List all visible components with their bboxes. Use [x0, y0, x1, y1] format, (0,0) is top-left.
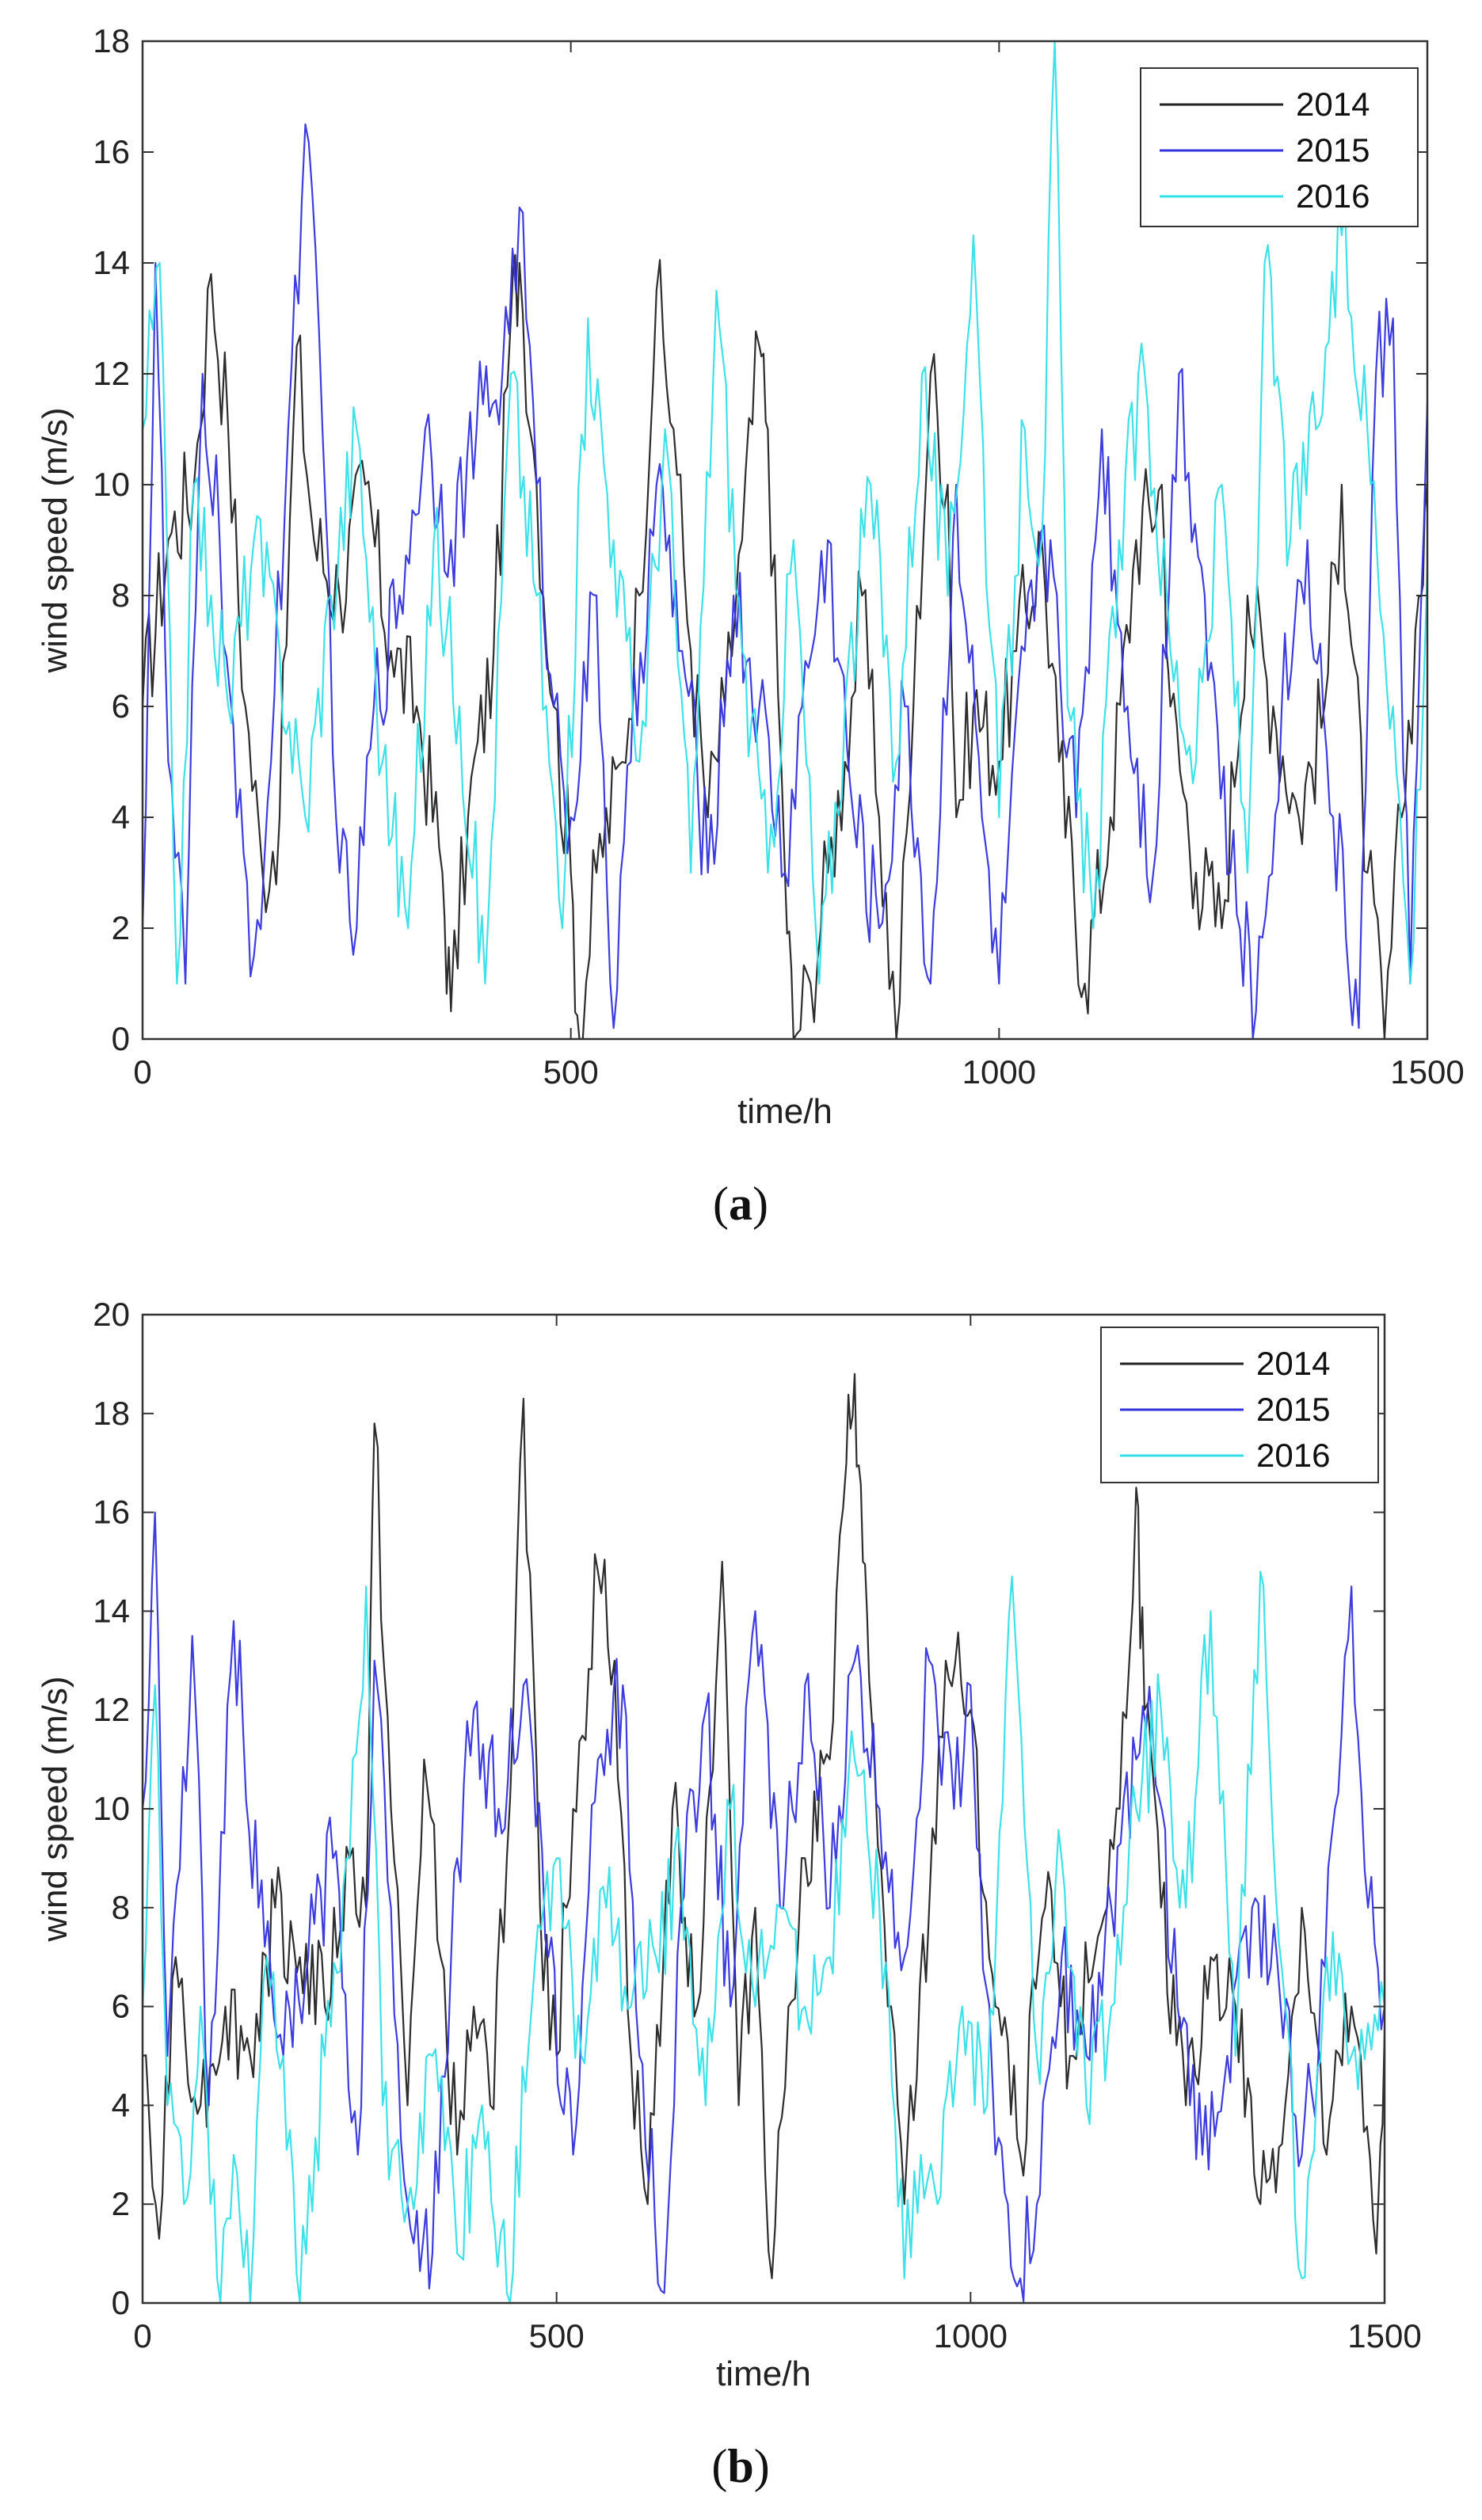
chart-b-caption: (b) — [711, 2440, 769, 2492]
chart-b-legend-label-2015: 2015 — [1256, 1391, 1330, 1428]
chart-b-caption-open-paren: ( — [711, 2440, 727, 2492]
chart-b-ytick-label: 20 — [93, 1296, 130, 1333]
chart-a-caption-letter: a — [729, 1178, 752, 1230]
chart-b-legend-label-2014: 2014 — [1256, 1345, 1330, 1382]
chart-a-series-2016-line — [143, 41, 1427, 985]
chart-b-xtick-label: 500 — [529, 2317, 585, 2354]
chart-panel-a: 0 2 4 6 8 10 12 14 16 18 0 500 1000 1500 time/h wind sp… — [36, 22, 1465, 1230]
chart-a-legend-label-2015: 2015 — [1296, 131, 1370, 169]
chart-a-xtick-label: 0 — [133, 1053, 151, 1091]
chart-a-ytick-label: 8 — [112, 577, 130, 614]
chart-b-series-2014-line — [143, 1372, 1385, 2279]
chart-a-xtick-label: 1000 — [962, 1053, 1036, 1091]
chart-b-ytick-label: 6 — [112, 1988, 130, 2025]
chart-b-ytick-label: 8 — [112, 1889, 130, 1926]
chart-b-series-2016-line — [143, 1570, 1385, 2303]
chart-a-series-2015-line — [143, 123, 1427, 1039]
chart-a-legend-box — [1140, 67, 1419, 227]
chart-a-svg: 0 2 4 6 8 10 12 14 16 18 0 500 1000 1500 time/h wind sp… — [36, 22, 1465, 1230]
chart-b-legend-label-2016: 2016 — [1256, 1437, 1330, 1474]
chart-b-legend-box — [1100, 1327, 1379, 1483]
chart-b-caption-close-paren: ) — [754, 2440, 770, 2492]
chart-a-xtick-label: 500 — [543, 1053, 599, 1091]
chart-b-xtick-label: 0 — [133, 2317, 151, 2354]
chart-a-ytick-label: 6 — [112, 687, 130, 725]
chart-a-ytick-label: 12 — [93, 355, 130, 392]
chart-b-ytick-label: 2 — [112, 2185, 130, 2222]
chart-a-legend-label-2016: 2016 — [1296, 177, 1370, 215]
chart-b-xtick-label: 1500 — [1347, 2317, 1421, 2354]
chart-b-ylabel: wind speed (m/s) — [36, 1676, 74, 1942]
chart-a-caption-close-paren: ) — [752, 1178, 768, 1230]
chart-a-ytick-label: 10 — [93, 466, 130, 503]
chart-a-ytick-label: 2 — [112, 909, 130, 946]
chart-b-ytick-label: 10 — [93, 1790, 130, 1827]
chart-b-svg: 0 2 4 6 8 10 12 14 16 18 20 0 500 1000 1500 time/h wind … — [36, 1296, 1422, 2492]
chart-a-caption-open-paren: ( — [713, 1178, 729, 1230]
chart-a-series-group — [143, 41, 1427, 1039]
chart-b-ytick-label: 14 — [93, 1592, 130, 1629]
chart-a-ytick-label: 18 — [93, 22, 130, 59]
chart-b-series-group — [143, 1372, 1385, 2303]
chart-b-series-2015-line — [143, 1511, 1385, 2302]
chart-panel-b: 0 2 4 6 8 10 12 14 16 18 20 0 500 1000 1500 time/h wind … — [0, 1267, 1482, 2520]
chart-a-legend-label-2014: 2014 — [1296, 86, 1370, 123]
chart-a-xtick-label: 1500 — [1390, 1053, 1464, 1091]
chart-a-caption: (a) — [713, 1178, 768, 1230]
chart-a-xlabel: time/h — [737, 1092, 832, 1131]
chart-a-axes-box — [141, 40, 1429, 1041]
chart-b-ytick-label: 0 — [112, 2284, 130, 2321]
chart-a-ytick-label: 0 — [112, 1020, 130, 1057]
chart-b-ytick-label: 18 — [93, 1395, 130, 1432]
chart-b-xtick-label: 1000 — [934, 2317, 1008, 2354]
chart-b-ytick-label: 4 — [112, 2086, 130, 2123]
chart-a-series-2014-line — [143, 253, 1427, 1039]
chart-b-ytick-label: 12 — [93, 1691, 130, 1728]
chart-a-ytick-label: 14 — [93, 244, 130, 281]
chart-b-xlabel: time/h — [716, 2354, 811, 2393]
chart-a-ytick-label: 16 — [93, 133, 130, 170]
chart-b-ytick-label: 16 — [93, 1494, 130, 1531]
chart-a-ylabel: wind speed (m/s) — [36, 407, 74, 673]
chart-b-caption-letter: b — [727, 2440, 753, 2492]
chart-a-ytick-label: 4 — [112, 798, 130, 836]
